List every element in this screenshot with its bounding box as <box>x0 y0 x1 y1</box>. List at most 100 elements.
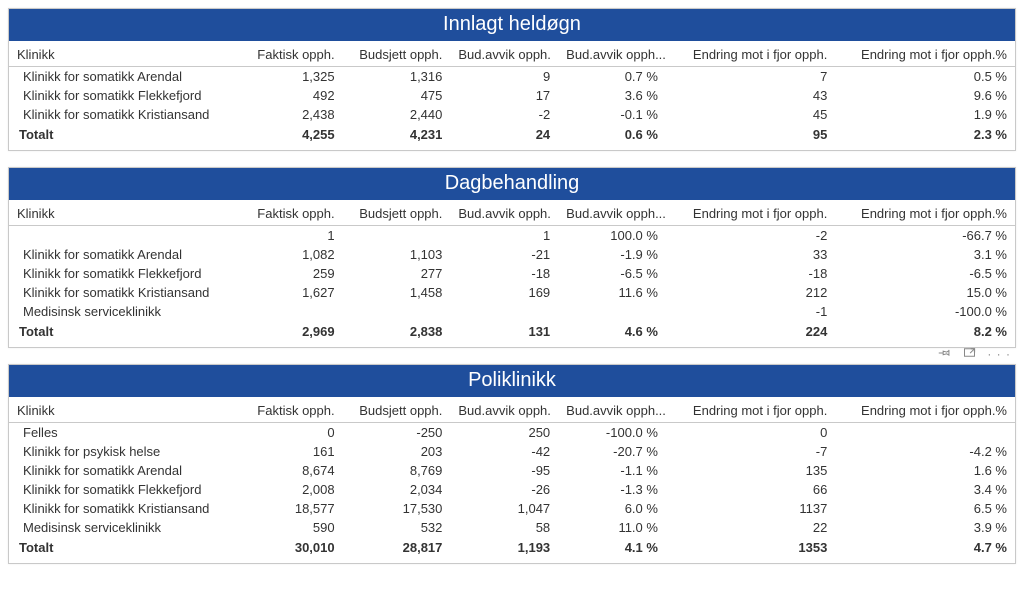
column-header: Faktisk opph. <box>235 41 343 67</box>
cell: -6.5 % <box>835 264 1015 283</box>
card-title: Poliklinikk <box>9 365 1015 397</box>
table-row: Klinikk for somatikk Flekkefjord259277-1… <box>9 264 1015 283</box>
table-row: Klinikk for somatikk Flekkefjord2,0082,0… <box>9 480 1015 499</box>
cell: -1 <box>666 302 835 321</box>
column-header: Faktisk opph. <box>235 397 343 423</box>
cell: 212 <box>666 283 835 302</box>
cell: 45 <box>666 105 835 124</box>
total-cell: 4,255 <box>235 124 343 150</box>
visual-toolbar: · · · <box>937 345 1011 363</box>
cell: 9.6 % <box>835 86 1015 105</box>
cell: 1,103 <box>343 245 451 264</box>
cell: 8,674 <box>235 461 343 480</box>
column-header: Bud.avvik opph.... <box>558 41 666 67</box>
cell: -66.7 % <box>835 226 1015 246</box>
more-options-icon[interactable]: · · · <box>987 347 1011 361</box>
cell: 11.0 % <box>558 518 666 537</box>
cell: -250 <box>343 423 451 443</box>
cell: -95 <box>450 461 558 480</box>
cell: Klinikk for somatikk Kristiansand <box>9 283 235 302</box>
table-row: Klinikk for somatikk Arendal8,6748,769-9… <box>9 461 1015 480</box>
cell: -18 <box>666 264 835 283</box>
column-header: Klinikk <box>9 397 235 423</box>
cell: 100.0 % <box>558 226 666 246</box>
cell: Klinikk for somatikk Arendal <box>9 245 235 264</box>
cell: -26 <box>450 480 558 499</box>
total-cell: 131 <box>450 321 558 347</box>
column-header: Bud.avvik opph. <box>450 200 558 226</box>
cell: 0 <box>235 423 343 443</box>
total-row: Totalt4,2554,231240.6 %952.3 % <box>9 124 1015 150</box>
total-cell: 28,817 <box>343 537 451 563</box>
cell: -4.2 % <box>835 442 1015 461</box>
column-header: Endring mot i fjor opph.% <box>835 41 1015 67</box>
cell: 135 <box>666 461 835 480</box>
cell: Klinikk for somatikk Kristiansand <box>9 499 235 518</box>
cell: 3.1 % <box>835 245 1015 264</box>
total-row: Totalt30,01028,8171,1934.1 %13534.7 % <box>9 537 1015 563</box>
cell: 0.5 % <box>835 67 1015 87</box>
column-header: Bud.avvik opph.... <box>558 397 666 423</box>
total-cell: 8.2 % <box>835 321 1015 347</box>
column-header: Budsjett opph. <box>343 397 451 423</box>
cell: 492 <box>235 86 343 105</box>
report-card: · · · PoliklinikkKlinikkFaktisk opph.Bud… <box>8 364 1016 564</box>
cell: 17 <box>450 86 558 105</box>
table-row: Felles0-250250-100.0 %0 <box>9 423 1015 443</box>
cell: 11.6 % <box>558 283 666 302</box>
cell: -1.3 % <box>558 480 666 499</box>
cell <box>9 226 235 246</box>
cell: -0.1 % <box>558 105 666 124</box>
cell: 277 <box>343 264 451 283</box>
cell: 3.6 % <box>558 86 666 105</box>
total-cell: 0.6 % <box>558 124 666 150</box>
cell: 1,325 <box>235 67 343 87</box>
table-row: Klinikk for psykisk helse161203-42-20.7 … <box>9 442 1015 461</box>
total-cell: 2,838 <box>343 321 451 347</box>
column-header: Budsjett opph. <box>343 41 451 67</box>
table-row: Klinikk for somatikk Arendal1,0821,103-2… <box>9 245 1015 264</box>
cell: 6.0 % <box>558 499 666 518</box>
cell: -100.0 % <box>835 302 1015 321</box>
cell: 58 <box>450 518 558 537</box>
column-header: Bud.avvik opph. <box>450 41 558 67</box>
cell: -21 <box>450 245 558 264</box>
cell: 7 <box>666 67 835 87</box>
cell: Medisinsk serviceklinikk <box>9 518 235 537</box>
cell: -2 <box>666 226 835 246</box>
pin-icon[interactable] <box>937 345 952 363</box>
total-cell: 2,969 <box>235 321 343 347</box>
table-row: Medisinsk serviceklinikk5905325811.0 %22… <box>9 518 1015 537</box>
table-row: 11100.0 %-2-66.7 % <box>9 226 1015 246</box>
cell: 1 <box>235 226 343 246</box>
cell: 1 <box>450 226 558 246</box>
cell: 0 <box>666 423 835 443</box>
cell: -1.9 % <box>558 245 666 264</box>
cell: 17,530 <box>343 499 451 518</box>
total-cell: 24 <box>450 124 558 150</box>
cell: Klinikk for somatikk Arendal <box>9 461 235 480</box>
total-cell: 4,231 <box>343 124 451 150</box>
focus-icon[interactable] <box>962 345 977 363</box>
cell: 1.9 % <box>835 105 1015 124</box>
total-cell: 30,010 <box>235 537 343 563</box>
column-header: Endring mot i fjor opph. <box>666 397 835 423</box>
cell: 33 <box>666 245 835 264</box>
cell: 0.7 % <box>558 67 666 87</box>
card-title: Dagbehandling <box>9 168 1015 200</box>
report-card: Innlagt heldøgnKlinikkFaktisk opph.Budsj… <box>8 8 1016 151</box>
cell: 66 <box>666 480 835 499</box>
cell: 43 <box>666 86 835 105</box>
column-header: Faktisk opph. <box>235 200 343 226</box>
cell: 3.9 % <box>835 518 1015 537</box>
table-row: Klinikk for somatikk Kristiansand2,4382,… <box>9 105 1015 124</box>
cell: 3.4 % <box>835 480 1015 499</box>
cell: 22 <box>666 518 835 537</box>
cell: 6.5 % <box>835 499 1015 518</box>
cell: -2 <box>450 105 558 124</box>
total-cell: 95 <box>666 124 835 150</box>
cell: -7 <box>666 442 835 461</box>
table-row: Klinikk for somatikk Kristiansand1,6271,… <box>9 283 1015 302</box>
cell: 1,316 <box>343 67 451 87</box>
cell: 1.6 % <box>835 461 1015 480</box>
